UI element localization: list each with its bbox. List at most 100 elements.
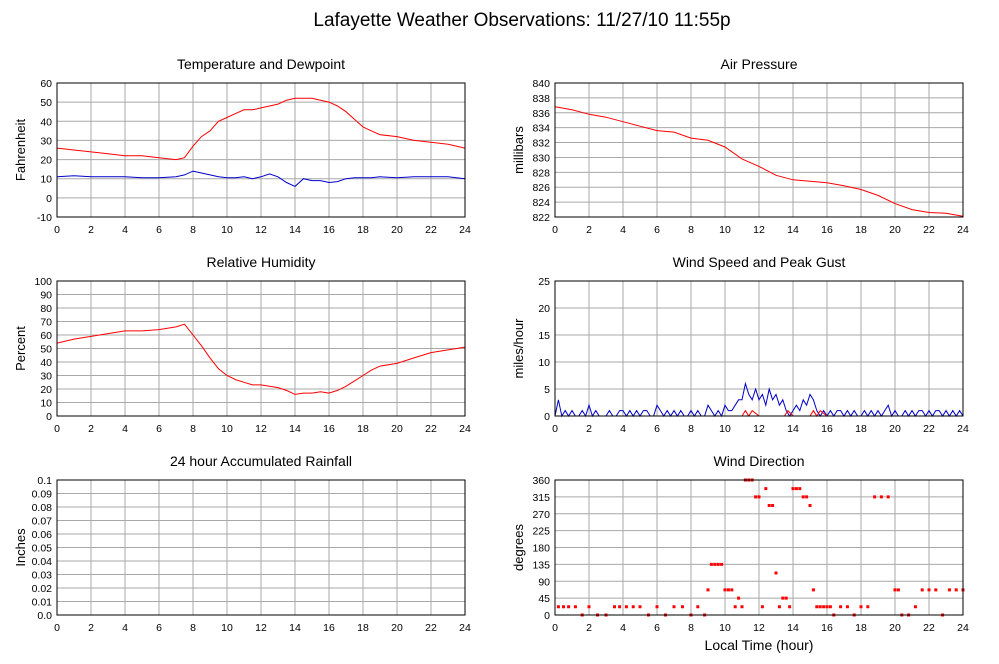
- y-tick-label: 0.03: [32, 570, 53, 582]
- data-point: [913, 605, 917, 609]
- x-tick-label: 22: [923, 423, 935, 435]
- data-point: [774, 571, 778, 575]
- y-tick-label: 0.07: [32, 516, 53, 528]
- data-point: [839, 605, 843, 609]
- data-point: [920, 588, 924, 592]
- data-point: [947, 588, 951, 592]
- plot-frame: [56, 82, 466, 218]
- data-point: [716, 562, 720, 566]
- y-tick-label: 60: [40, 78, 52, 90]
- y-tick-label: 828: [532, 167, 550, 179]
- x-tick-label: 14: [787, 622, 799, 634]
- plot-frame: [554, 479, 964, 616]
- x-tick-label: 6: [156, 224, 162, 236]
- x-tick-label: 2: [586, 622, 592, 634]
- data-point: [815, 605, 819, 609]
- data-point: [879, 495, 883, 499]
- x-tick-label: 12: [255, 224, 267, 236]
- y-tick-label: 90: [538, 576, 550, 588]
- y-axis-label: Fahrenheit: [13, 119, 28, 182]
- chart-title: Relative Humidity: [207, 254, 316, 270]
- y-tick-label: 838: [532, 93, 550, 105]
- data-point: [798, 487, 802, 491]
- x-tick-label: 22: [425, 224, 437, 236]
- x-tick-label: 14: [289, 622, 301, 634]
- y-tick-label: 0.04: [32, 556, 53, 568]
- x-tick-label: 10: [221, 622, 233, 634]
- data-point: [818, 605, 822, 609]
- x-tick-label: 12: [753, 622, 765, 634]
- series-line-0: [56, 323, 466, 395]
- data-point: [794, 487, 798, 491]
- x-tick-label: 16: [323, 224, 335, 236]
- plot-frame: [56, 280, 466, 417]
- y-tick-label: 0: [46, 193, 52, 205]
- x-tick-label: 22: [425, 423, 437, 435]
- x-tick-label: 8: [688, 224, 694, 236]
- y-tick-label: 10: [40, 174, 52, 186]
- data-point: [573, 605, 577, 609]
- data-point: [730, 588, 734, 592]
- y-tick-label: 25: [538, 276, 550, 288]
- data-point: [726, 588, 730, 592]
- x-tick-label: 4: [620, 622, 626, 634]
- x-tick-label: 12: [255, 423, 267, 435]
- y-tick-label: 30: [40, 371, 52, 383]
- data-point: [757, 495, 761, 499]
- x-tick-label: 12: [255, 622, 267, 634]
- x-tick-label: 8: [688, 622, 694, 634]
- y-tick-label: 10: [40, 398, 52, 410]
- data-point: [866, 605, 870, 609]
- data-point: [873, 495, 877, 499]
- x-tick-label: 20: [889, 224, 901, 236]
- series-line-1: [555, 409, 963, 417]
- x-tick-label: 18: [855, 622, 867, 634]
- y-tick-label: 0.08: [32, 502, 53, 514]
- data-point: [638, 605, 642, 609]
- x-tick-label: 0: [54, 423, 60, 435]
- y-tick-label: 20: [538, 303, 550, 315]
- y-tick-label: 0: [46, 411, 52, 423]
- y-tick-label: 0.02: [32, 583, 53, 595]
- y-tick-label: 826: [532, 182, 550, 194]
- data-point: [618, 605, 622, 609]
- x-tick-label: 16: [323, 622, 335, 634]
- x-tick-label: 14: [289, 423, 301, 435]
- data-point: [828, 605, 832, 609]
- y-tick-label: 0.05: [32, 543, 53, 555]
- x-tick-label: 6: [156, 423, 162, 435]
- x-tick-label: 22: [923, 224, 935, 236]
- data-point: [822, 605, 826, 609]
- data-point: [556, 605, 560, 609]
- x-tick-label: 6: [654, 622, 660, 634]
- data-point: [784, 596, 788, 600]
- data-point: [672, 605, 676, 609]
- y-tick-label: 834: [532, 123, 550, 135]
- x-tick-label: 4: [122, 224, 128, 236]
- y-tick-label: 20: [40, 384, 52, 396]
- y-tick-label: 90: [40, 290, 52, 302]
- y-tick-label: 135: [532, 559, 550, 571]
- data-point: [713, 562, 717, 566]
- y-tick-label: 40: [40, 357, 52, 369]
- y-tick-label: 30: [40, 135, 52, 147]
- series-line-1: [56, 170, 466, 187]
- y-tick-label: 0: [544, 411, 550, 423]
- x-tick-label: 12: [753, 423, 765, 435]
- y-tick-label: 60: [40, 330, 52, 342]
- data-point: [811, 588, 815, 592]
- x-tick-label: 18: [855, 423, 867, 435]
- y-tick-label: 50: [40, 97, 52, 109]
- y-tick-label: 0.0: [37, 610, 52, 622]
- data-point: [791, 487, 795, 491]
- x-tick-label: 16: [323, 423, 335, 435]
- x-tick-label: 0: [552, 622, 558, 634]
- y-tick-label: 830: [532, 152, 550, 164]
- x-tick-label: 14: [289, 224, 301, 236]
- y-axis-label: Percent: [13, 326, 28, 371]
- y-tick-label: 840: [532, 78, 550, 90]
- x-tick-label: 2: [586, 224, 592, 236]
- data-point: [720, 562, 724, 566]
